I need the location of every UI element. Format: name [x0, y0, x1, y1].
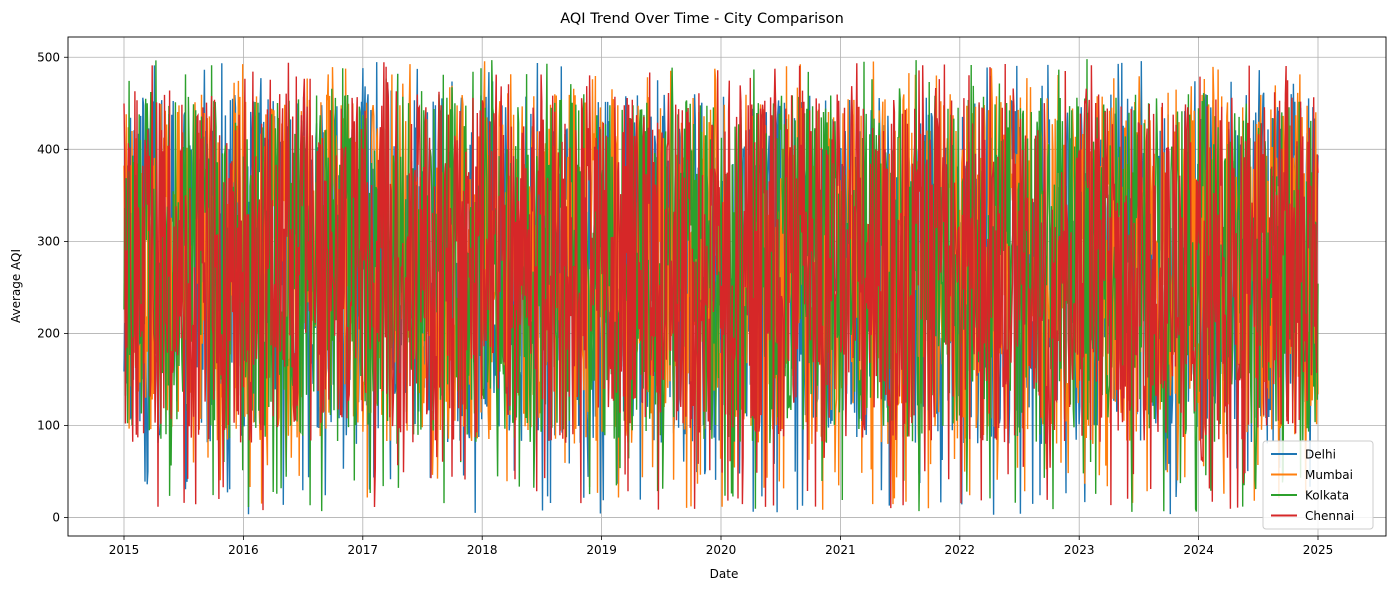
series-lines: [123, 59, 1319, 515]
x-tick-label: 2025: [1303, 543, 1334, 557]
legend-label-kolkata: Kolkata: [1305, 489, 1349, 503]
y-axis-ticks: 0 100 200 300 400 500: [37, 50, 68, 525]
x-tick-label: 2024: [1183, 543, 1214, 557]
x-tick-label: 2022: [945, 543, 976, 557]
chart-title: AQI Trend Over Time - City Comparison: [560, 11, 844, 27]
legend-box: [1262, 440, 1374, 530]
y-tick-label: 400: [37, 142, 60, 156]
x-tick-label: 2021: [825, 543, 856, 557]
legend-label-mumbai: Mumbai: [1305, 468, 1353, 482]
series-line-delhi: [123, 61, 1319, 515]
y-tick-label: 0: [52, 511, 60, 525]
y-tick-label: 100: [37, 419, 60, 433]
x-tick-label: 2015: [109, 543, 140, 557]
x-tick-label: 2019: [586, 543, 617, 557]
x-tick-label: 2018: [467, 543, 498, 557]
y-tick-label: 500: [37, 50, 60, 64]
x-axis-ticks: 2015 2016 2017 2018 2019 2020 2021 2022 2023 2024…: [109, 536, 1334, 557]
legend-label-chennai: Chennai: [1305, 509, 1354, 523]
y-tick-label: 200: [37, 326, 60, 340]
x-tick-label: 2017: [348, 543, 379, 557]
x-tick-label: 2023: [1064, 543, 1095, 557]
legend-label-delhi: Delhi: [1305, 448, 1336, 462]
y-tick-label: 300: [37, 234, 60, 248]
x-tick-label: 2020: [706, 543, 737, 557]
legend: Delhi Mumbai Kolkata Chennai: [1262, 440, 1374, 530]
y-axis-label: Average AQI: [9, 249, 23, 323]
plot-frame: [67, 36, 1387, 537]
x-tick-label: 2016: [228, 543, 259, 557]
x-axis-label: Date: [710, 567, 739, 581]
series-line-chennai: [123, 62, 1319, 511]
